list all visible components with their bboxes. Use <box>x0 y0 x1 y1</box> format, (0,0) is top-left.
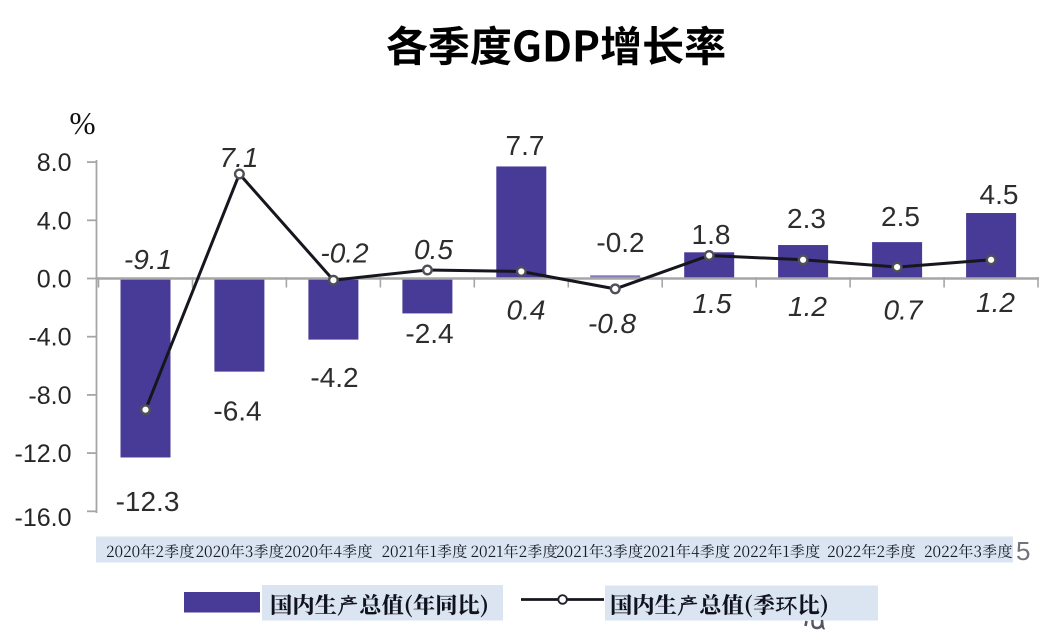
svg-text:5: 5 <box>1016 536 1030 566</box>
svg-text:4.0: 4.0 <box>37 207 72 235</box>
svg-text:-12.3: -12.3 <box>116 486 180 517</box>
svg-text:-8.0: -8.0 <box>28 382 71 410</box>
svg-text:-16.0: -16.0 <box>15 504 72 532</box>
svg-text:0.0: 0.0 <box>37 266 72 294</box>
svg-text:-0.2: -0.2 <box>320 238 369 269</box>
svg-text:8.0: 8.0 <box>37 149 72 177</box>
svg-text:%: % <box>69 106 95 141</box>
svg-text:1.8: 1.8 <box>692 219 731 250</box>
svg-text:7.1: 7.1 <box>220 142 259 173</box>
svg-text:-12.0: -12.0 <box>15 440 72 468</box>
svg-text:0.5: 0.5 <box>414 234 453 265</box>
svg-text:0.4: 0.4 <box>507 295 546 326</box>
svg-text:4.5: 4.5 <box>980 179 1019 210</box>
svg-text:2.3: 2.3 <box>787 203 826 234</box>
svg-text:7.7: 7.7 <box>506 130 545 161</box>
svg-text:-0.8: -0.8 <box>588 308 637 339</box>
svg-text:1.5: 1.5 <box>693 288 732 319</box>
svg-text:-2.4: -2.4 <box>405 318 453 349</box>
svg-text:2.5: 2.5 <box>881 201 920 232</box>
svg-text:-6.4: -6.4 <box>213 396 261 427</box>
svg-text:1.2: 1.2 <box>788 291 827 322</box>
svg-text:-4.2: -4.2 <box>310 362 358 393</box>
svg-text:-4.0: -4.0 <box>28 324 71 352</box>
svg-text:1.2: 1.2 <box>976 287 1015 318</box>
svg-text:0.7: 0.7 <box>884 295 924 326</box>
svg-text:-9.1: -9.1 <box>124 244 172 275</box>
svg-text:-0.2: -0.2 <box>596 227 644 258</box>
